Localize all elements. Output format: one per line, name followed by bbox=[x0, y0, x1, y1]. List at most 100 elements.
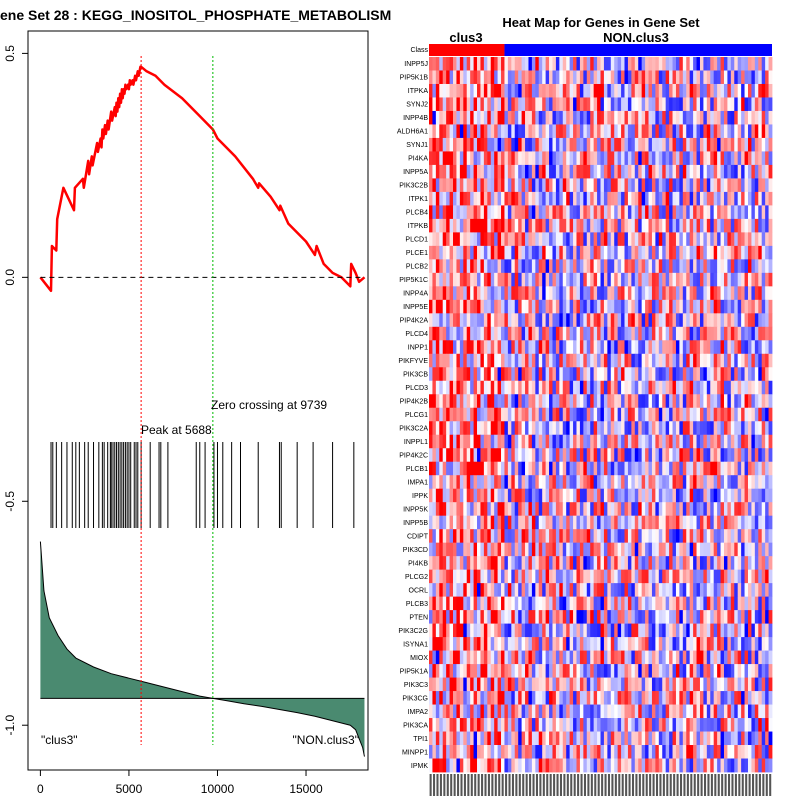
heatmap-cell bbox=[617, 326, 622, 341]
heatmap-cell bbox=[734, 178, 739, 193]
heatmap-cell bbox=[590, 232, 595, 247]
heatmap-cell bbox=[720, 205, 725, 220]
heatmap-cell bbox=[470, 124, 474, 139]
heatmap-cell bbox=[442, 70, 447, 85]
heatmap-cell bbox=[610, 326, 615, 341]
heatmap-cell bbox=[610, 272, 615, 287]
heatmap-cell bbox=[720, 137, 725, 152]
heatmap-cell bbox=[686, 70, 691, 85]
heatmap-cell bbox=[576, 664, 581, 678]
heatmap-cell bbox=[432, 367, 437, 382]
heatmap-cell bbox=[583, 394, 588, 409]
heatmap-cell bbox=[727, 596, 732, 611]
heatmap-cell bbox=[645, 502, 649, 517]
heatmap-cell bbox=[730, 353, 735, 368]
heatmap-cell bbox=[751, 313, 756, 328]
heatmap-cell bbox=[614, 353, 619, 368]
heatmap-cell bbox=[696, 286, 701, 301]
heatmap-cell bbox=[751, 367, 756, 382]
heatmap-cell bbox=[511, 137, 516, 152]
heatmap-cell bbox=[682, 475, 687, 490]
heatmap-cell bbox=[634, 70, 639, 85]
heatmap-cell bbox=[538, 650, 543, 665]
heatmap-cell bbox=[597, 664, 601, 678]
heatmap-cell bbox=[531, 272, 536, 287]
heatmap-cell bbox=[621, 461, 625, 476]
heatmap-cell bbox=[672, 407, 677, 422]
heatmap-cell bbox=[562, 245, 567, 260]
heatmap-cell bbox=[521, 205, 526, 220]
heatmap-cell bbox=[751, 124, 756, 139]
heatmap-cell bbox=[552, 97, 557, 112]
heatmap-cell bbox=[545, 650, 550, 665]
heatmap-cell bbox=[686, 286, 691, 301]
heatmap-cell bbox=[473, 488, 478, 503]
heatmap-cell bbox=[579, 488, 584, 503]
heatmap-cell bbox=[459, 299, 464, 314]
heatmap-cell bbox=[638, 677, 643, 692]
heatmap-cell bbox=[494, 259, 498, 274]
heatmap-cell bbox=[473, 245, 478, 260]
heatmap-cell bbox=[662, 434, 667, 449]
heatmap-cell bbox=[754, 124, 759, 139]
heatmap-cell bbox=[672, 326, 677, 341]
heatmap-cell bbox=[555, 272, 560, 287]
heatmap-cell bbox=[473, 272, 478, 287]
heatmap-cell bbox=[590, 556, 595, 571]
heatmap-cell bbox=[669, 178, 673, 193]
heatmap-cell bbox=[710, 542, 715, 557]
heatmap-cell bbox=[624, 259, 629, 274]
heatmap-cell bbox=[747, 488, 752, 503]
heatmap-cell bbox=[549, 380, 553, 395]
heatmap-cell bbox=[497, 367, 502, 382]
heatmap-cell bbox=[597, 353, 601, 368]
heatmap-cell bbox=[627, 299, 632, 314]
heatmap-cell bbox=[518, 70, 523, 85]
heatmap-cell bbox=[487, 380, 492, 395]
heatmap-cell bbox=[453, 637, 457, 651]
heatmap-cell bbox=[477, 137, 481, 152]
heatmap-cell bbox=[758, 421, 763, 436]
heatmap-cell bbox=[603, 245, 608, 260]
heatmap-cell bbox=[477, 272, 481, 287]
heatmap-cell bbox=[573, 488, 577, 503]
heatmap-cell bbox=[483, 286, 488, 301]
heatmap-cell bbox=[696, 502, 701, 517]
heatmap-cell bbox=[600, 664, 605, 678]
heatmap-cell bbox=[501, 70, 505, 85]
heatmap-cell bbox=[593, 326, 598, 341]
heatmap-cell bbox=[480, 488, 485, 503]
heatmap-cell bbox=[720, 664, 725, 678]
heatmap-cell bbox=[665, 434, 670, 449]
heatmap-cell bbox=[494, 677, 498, 692]
heatmap-cell bbox=[741, 583, 745, 598]
heatmap-cell bbox=[559, 353, 564, 368]
heatmap-cell bbox=[761, 434, 766, 449]
heatmap-cell bbox=[706, 542, 711, 557]
heatmap-cell bbox=[638, 664, 643, 678]
heatmap-cell bbox=[545, 569, 550, 584]
heatmap-cell bbox=[710, 394, 715, 409]
heatmap-cell bbox=[429, 718, 433, 732]
heatmap-cell bbox=[737, 218, 742, 233]
heatmap-cell bbox=[686, 461, 691, 476]
heatmap-cell bbox=[744, 326, 749, 341]
heatmap-cell bbox=[514, 556, 519, 571]
heatmap-cell bbox=[583, 637, 588, 651]
heatmap-cell bbox=[686, 488, 691, 503]
heatmap-cell bbox=[511, 434, 516, 449]
heatmap-cell bbox=[501, 83, 505, 98]
heatmap-cell bbox=[439, 691, 444, 705]
heatmap-cell bbox=[573, 677, 577, 692]
heatmap-cell bbox=[651, 57, 656, 71]
heatmap-cell bbox=[573, 367, 577, 382]
heatmap-cell bbox=[525, 515, 529, 530]
heatmap-cell bbox=[747, 502, 752, 517]
heatmap-cell bbox=[741, 205, 745, 220]
heatmap-cell bbox=[658, 529, 663, 544]
heatmap-cell bbox=[631, 596, 636, 611]
heatmap-cell bbox=[487, 218, 492, 233]
heatmap-cell bbox=[477, 569, 481, 584]
heatmap-cell bbox=[706, 110, 711, 125]
heatmap-cell bbox=[573, 421, 577, 436]
